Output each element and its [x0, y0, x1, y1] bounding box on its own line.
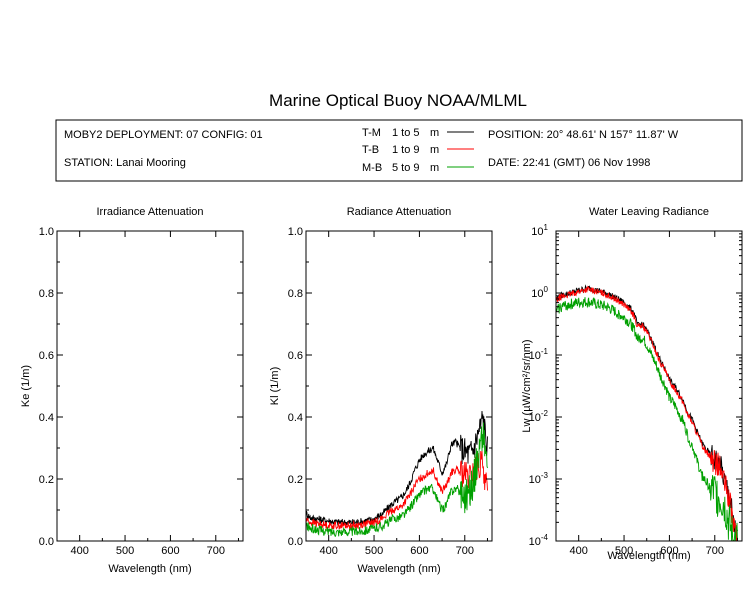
deployment-label: MOBY2 DEPLOYMENT: 07 CONFIG: 01 [64, 129, 263, 141]
y-tick-label: 0.6 [288, 350, 303, 362]
y-tick-label: 10-3 [529, 471, 549, 486]
series-group [306, 410, 488, 537]
legend-range: 1 to 5 [392, 127, 420, 139]
y-tick-label: 0.6 [39, 350, 54, 362]
x-tick-label: 500 [116, 545, 134, 557]
x-tick-label: 400 [320, 545, 338, 557]
panel-title: Radiance Attenuation [347, 206, 452, 218]
y-tick-label: 101 [531, 223, 548, 238]
x-axis-label: Wavelength (nm) [357, 563, 440, 575]
legend-range: 1 to 9 [392, 144, 420, 156]
series-line-t-m [306, 410, 488, 527]
y-tick-label: 0.2 [39, 474, 54, 486]
panels: Irradiance Attenuation 400 500 600 700 0.0 0.2… [20, 206, 743, 575]
legend-unit: m [430, 144, 439, 156]
plot-frame [555, 230, 743, 542]
x-tick-label: 700 [706, 545, 724, 557]
series-line-m-b [306, 422, 488, 537]
y-tick-label: 1.0 [288, 226, 303, 238]
station-label: STATION: Lanai Mooring [64, 157, 186, 169]
x-tick-label: 700 [207, 545, 225, 557]
series-line-t-m [556, 284, 738, 541]
x-tick-label: 500 [365, 545, 383, 557]
legend-entry-tm: T-M 1 to 5 m [362, 127, 474, 139]
legend-range: 5 to 9 [392, 162, 420, 174]
legend: T-M 1 to 5 m T-B 1 to 9 m M-B 5 to 9 m [362, 127, 474, 174]
y-tick-label: 1.0 [39, 226, 54, 238]
x-tick-label: 600 [410, 545, 428, 557]
y-tick-label: 10-4 [529, 533, 549, 548]
y-tick-label: 0.0 [288, 536, 303, 548]
y-tick-label: 0.0 [39, 536, 54, 548]
y-axis-label: Ke (1/m) [20, 365, 32, 407]
y-tick-label: 0.2 [288, 474, 303, 486]
plot-frame [56, 230, 244, 542]
legend-unit: m [430, 162, 439, 174]
x-tick-label: 500 [615, 545, 633, 557]
date-label: DATE: 22:41 (GMT) 06 Nov 1998 [488, 157, 650, 169]
x-tick-label: 600 [660, 545, 678, 557]
panel-1: Irradiance Attenuation 400 500 600 700 0.0 0.2… [20, 206, 244, 575]
legend-tag: T-M [362, 127, 381, 139]
y-axis-label: Lw (µW/cm²/sr/nm) [521, 339, 533, 432]
x-tick-label: 400 [570, 545, 588, 557]
y-tick-label: 0.4 [288, 412, 303, 424]
legend-tag: M-B [362, 162, 382, 174]
series-line-t-b [556, 285, 738, 541]
panel-2: Radiance Attenuation 400 500 600 700 0.0 0.2 0.… [269, 206, 493, 575]
chart-title: Marine Optical Buoy NOAA/MLML [269, 91, 527, 110]
y-tick-label: 10-1 [529, 347, 549, 362]
info-box-frame [55, 119, 743, 182]
x-tick-label: 600 [161, 545, 179, 557]
y-tick-label: 10-2 [529, 409, 549, 424]
legend-entry-mb: M-B 5 to 9 m [362, 162, 474, 174]
y-tick-label: 0.8 [288, 288, 303, 300]
y-axis-label: Kl (1/m) [269, 367, 281, 406]
x-tick-label: 400 [71, 545, 89, 557]
y-tick-label: 0.4 [39, 412, 54, 424]
legend-entry-tb: T-B 1 to 9 m [362, 144, 474, 156]
y-tick-label: 0.8 [39, 288, 54, 300]
series-line-t-b [306, 450, 488, 531]
legend-tag: T-B [362, 144, 379, 156]
y-tick-label: 100 [531, 285, 548, 300]
series-group [556, 284, 738, 541]
series-line-m-b [556, 297, 738, 541]
panel-title: Water Leaving Radiance [589, 206, 709, 218]
info-box: MOBY2 DEPLOYMENT: 07 CONFIG: 01 STATION:… [55, 119, 743, 182]
x-tick-label: 700 [456, 545, 474, 557]
panel-title: Irradiance Attenuation [96, 206, 203, 218]
legend-unit: m [430, 127, 439, 139]
panel-3: Water Leaving Radiance 400 500 600 700 101 100… [521, 206, 743, 562]
x-axis-label: Wavelength (nm) [108, 563, 191, 575]
x-axis-label: Wavelength (nm) [607, 550, 690, 562]
position-label: POSITION: 20° 48.61' N 157° 11.87' W [488, 129, 679, 141]
